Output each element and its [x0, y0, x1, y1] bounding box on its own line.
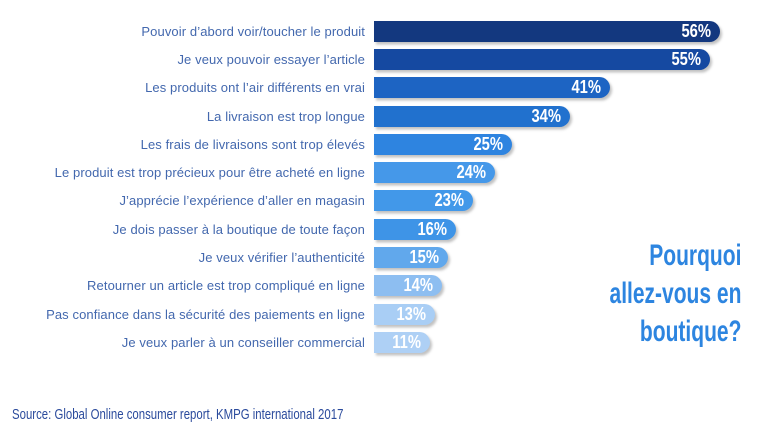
chart-row: Les frais de livraisons sont trop élevés…: [0, 130, 779, 158]
chart-row: Retourner un article est trop compliqué …: [0, 272, 779, 300]
chart-row: Le produit est trop précieux pour être a…: [0, 158, 779, 186]
category-label: J’apprécie l’expérience d’aller en magas…: [119, 193, 365, 209]
category-label: Pas confiance dans la sécurité des paiem…: [46, 306, 365, 322]
chart-title-line-2: allez-vous en: [609, 277, 741, 310]
source-note: Source: Global Online consumer report, K…: [12, 406, 344, 423]
value-label: 24%: [456, 162, 486, 183]
value-label: 16%: [417, 218, 447, 239]
category-label: Je veux pouvoir essayer l’article: [177, 51, 365, 67]
chart-row: Les produits ont l’air différents en vra…: [0, 74, 779, 102]
value-label: 41%: [571, 77, 601, 98]
chart-row: Je veux vérifier l’authenticité 15%: [0, 243, 779, 271]
category-label: Les frais de livraisons sont trop élevés: [140, 136, 365, 152]
chart-row: Je veux parler à un conseiller commercia…: [0, 328, 779, 356]
value-label: 34%: [531, 105, 561, 126]
bar: 14%: [374, 275, 442, 297]
value-label: 25%: [473, 133, 503, 154]
chart-row: Je dois passer à la boutique de toute fa…: [0, 215, 779, 243]
bar: 55%: [374, 48, 710, 70]
bar: 25%: [374, 133, 512, 155]
bar: 56%: [374, 20, 720, 42]
value-label: 56%: [681, 20, 711, 41]
chart-row: Pas confiance dans la sécurité des paiem…: [0, 300, 779, 328]
value-label: 11%: [392, 331, 421, 352]
bar: 16%: [374, 218, 456, 240]
bar: 41%: [374, 77, 610, 99]
chart-title: Pourquoi allez-vous en boutique?: [609, 237, 741, 351]
chart-row: Je veux pouvoir essayer l’article 55%: [0, 45, 779, 73]
chart-rows: Pouvoir d’abord voir/toucher le produit 5…: [0, 17, 779, 357]
value-label: 55%: [671, 48, 701, 69]
bar: 23%: [374, 190, 473, 212]
chart-row: J’apprécie l’expérience d’aller en magas…: [0, 187, 779, 215]
bar: 13%: [374, 303, 435, 325]
chart-title-line-1: Pourquoi: [648, 239, 741, 272]
category-label: Je veux vérifier l’authenticité: [198, 250, 365, 266]
category-label: La livraison est trop longue: [206, 108, 365, 124]
value-label: 15%: [409, 247, 439, 268]
chart-row: La livraison est trop longue 34%: [0, 102, 779, 130]
chart-row: Pouvoir d’abord voir/toucher le produit 5…: [0, 17, 779, 45]
category-label: Je dois passer à la boutique de toute fa…: [112, 221, 365, 237]
category-label: Retourner un article est trop compliqué …: [87, 278, 365, 294]
value-label: 13%: [396, 303, 426, 324]
category-label: Le produit est trop précieux pour être a…: [54, 165, 365, 181]
bar: 24%: [374, 162, 495, 184]
value-label: 23%: [434, 190, 464, 211]
bar: 11%: [374, 331, 430, 353]
value-label: 14%: [403, 275, 433, 296]
category-label: Les produits ont l’air différents en vra…: [145, 80, 365, 96]
bar: 34%: [374, 105, 570, 127]
category-label: Pouvoir d’abord voir/toucher le produit: [141, 23, 365, 39]
chart-title-line-3: boutique?: [639, 315, 741, 348]
category-label: Je veux parler à un conseiller commercia…: [121, 334, 365, 350]
bar: 15%: [374, 247, 448, 269]
